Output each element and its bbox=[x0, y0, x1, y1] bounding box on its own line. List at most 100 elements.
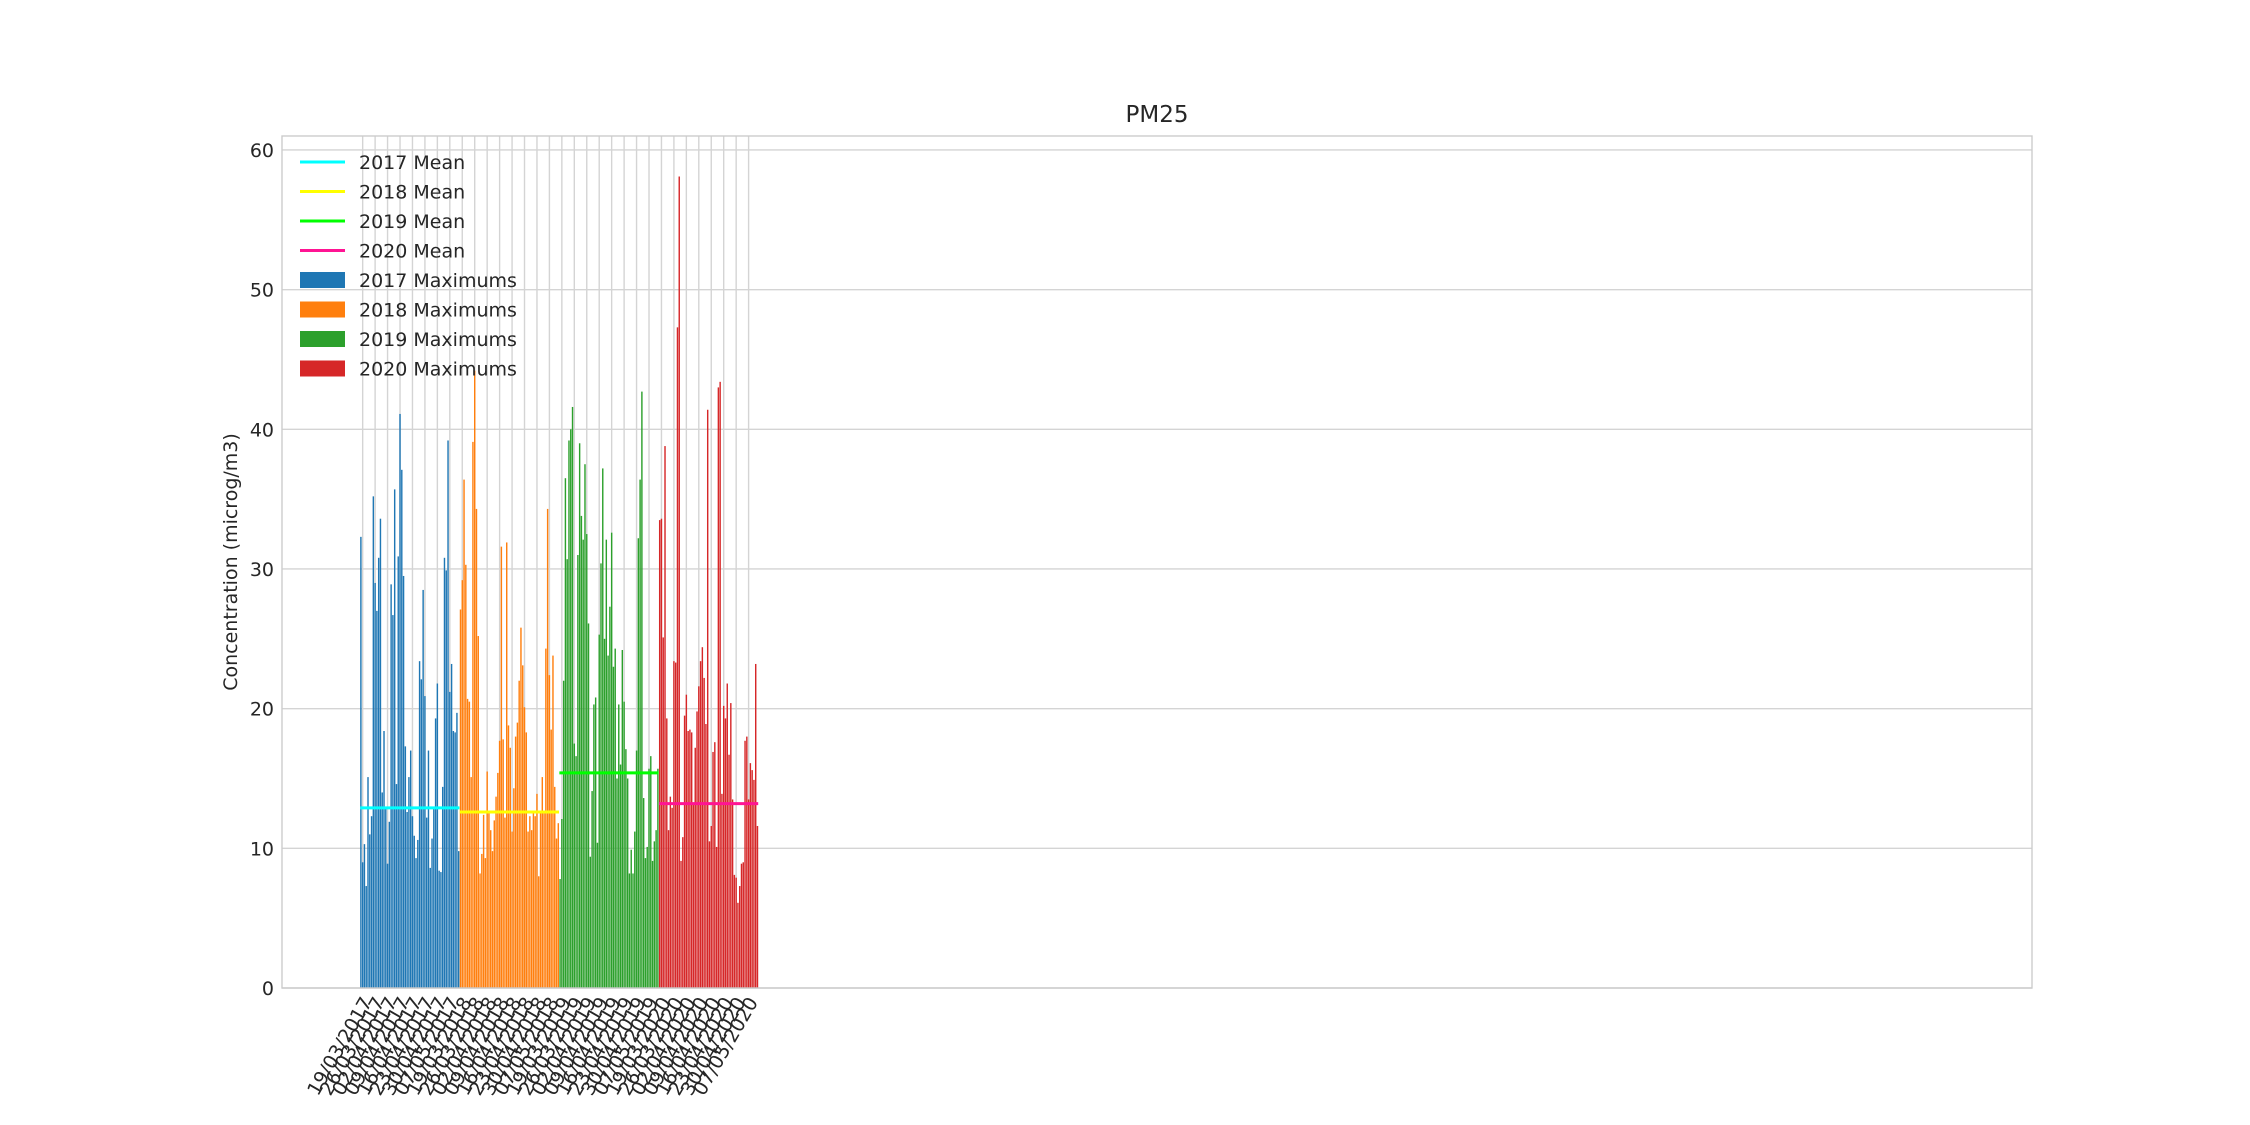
bar-2019-31 bbox=[614, 648, 616, 988]
bar-2020-20 bbox=[694, 747, 696, 988]
bar-2020-23 bbox=[699, 661, 702, 988]
bar-2017-49 bbox=[447, 440, 449, 989]
bar-2019-43 bbox=[635, 750, 638, 988]
bar-2017-3 bbox=[365, 886, 367, 988]
legend-bar-swatch bbox=[300, 331, 345, 347]
bar-2020-8 bbox=[673, 661, 675, 988]
bar-2017-0 bbox=[360, 536, 362, 988]
bar-2018-45 bbox=[539, 810, 542, 988]
bar-2020-24 bbox=[701, 647, 704, 988]
bar-2018-39 bbox=[529, 816, 531, 988]
bar-2017-24 bbox=[402, 575, 405, 988]
bar-2018-27 bbox=[507, 725, 510, 988]
bar-2018-18 bbox=[491, 851, 494, 988]
bar-2018-26 bbox=[506, 542, 508, 988]
bar-2017-29 bbox=[411, 816, 414, 988]
bar-2019-20 bbox=[594, 697, 597, 988]
bar-2018-40 bbox=[530, 830, 533, 988]
bar-2018-43 bbox=[536, 793, 538, 988]
bar-2019-19 bbox=[593, 704, 595, 988]
bar-2019-34 bbox=[619, 764, 622, 988]
bar-2017-53 bbox=[454, 732, 456, 988]
bar-2018-30 bbox=[513, 788, 515, 988]
bar-2017-43 bbox=[436, 683, 439, 988]
bar-2017-37 bbox=[425, 817, 428, 988]
bar-2018-11 bbox=[479, 873, 481, 988]
bar-2019-55 bbox=[657, 768, 659, 988]
bar-2017-39 bbox=[429, 867, 431, 988]
bar-2017-27 bbox=[408, 777, 410, 988]
bar-2018-12 bbox=[481, 853, 483, 988]
bar-2020-2 bbox=[662, 637, 664, 988]
y-tick-label: 50 bbox=[250, 280, 274, 302]
y-tick-label: 40 bbox=[250, 419, 274, 441]
bar-2019-13 bbox=[582, 539, 584, 988]
bar-2020-37 bbox=[724, 718, 727, 988]
bar-2018-49 bbox=[546, 508, 549, 988]
bar-2020-30 bbox=[712, 751, 714, 988]
bar-2020-21 bbox=[696, 711, 698, 988]
bar-2019-5 bbox=[568, 440, 570, 989]
bar-2020-44 bbox=[737, 902, 739, 988]
bar-2018-37 bbox=[525, 732, 528, 988]
bar-2017-25 bbox=[404, 746, 407, 988]
bar-2020-41 bbox=[731, 799, 734, 988]
bar-2019-15 bbox=[586, 534, 588, 988]
bar-2017-21 bbox=[397, 556, 399, 988]
bar-2018-2 bbox=[463, 479, 465, 988]
bar-2017-10 bbox=[377, 557, 380, 988]
bar-2020-9 bbox=[674, 662, 677, 988]
bar-2019-24 bbox=[602, 468, 604, 988]
bar-2019-23 bbox=[600, 563, 602, 988]
bar-2017-22 bbox=[399, 413, 401, 989]
bar-2020-1 bbox=[660, 518, 663, 988]
legend-mean-label: 2018 Mean bbox=[359, 182, 465, 204]
bar-2017-40 bbox=[431, 838, 433, 988]
bar-2019-22 bbox=[598, 634, 600, 988]
bar-2019-3 bbox=[564, 478, 567, 988]
bar-2017-12 bbox=[381, 792, 383, 988]
bar-2017-55 bbox=[457, 851, 460, 988]
bar-2018-16 bbox=[488, 813, 490, 988]
bar-2018-53 bbox=[554, 786, 556, 988]
bar-2020-50 bbox=[747, 799, 750, 988]
bar-2018-9 bbox=[475, 508, 478, 988]
bar-2020-12 bbox=[680, 860, 682, 988]
bar-2017-47 bbox=[443, 557, 446, 988]
bar-2017-44 bbox=[438, 870, 440, 988]
bar-2017-32 bbox=[417, 839, 419, 988]
bar-2017-6 bbox=[370, 816, 373, 988]
bar-2019-25 bbox=[603, 638, 606, 988]
bar-2020-18 bbox=[690, 732, 693, 988]
bar-2019-16 bbox=[587, 623, 590, 988]
bar-2019-35 bbox=[621, 649, 624, 988]
bar-2020-40 bbox=[730, 703, 732, 988]
legend-bar-swatch bbox=[300, 301, 345, 318]
bar-2020-35 bbox=[721, 793, 723, 988]
legend-bar-label: 2018 Maximums bbox=[359, 300, 517, 322]
bar-2018-32 bbox=[516, 722, 519, 988]
bar-2017-31 bbox=[415, 858, 417, 988]
bar-2019-28 bbox=[609, 606, 611, 988]
bar-2017-30 bbox=[413, 835, 415, 988]
bar-2020-29 bbox=[710, 825, 712, 988]
x-axis-ticks: 19/03/201726/03/201702/04/201709/04/2017… bbox=[303, 994, 763, 1100]
bar-2018-21 bbox=[497, 772, 499, 988]
bar-2019-6 bbox=[570, 429, 572, 988]
bar-2017-15 bbox=[386, 863, 389, 988]
bar-2020-6 bbox=[669, 796, 672, 988]
bar-2020-36 bbox=[722, 705, 725, 988]
bar-2020-16 bbox=[687, 731, 689, 988]
bar-2018-20 bbox=[495, 796, 497, 988]
bar-2019-54 bbox=[655, 830, 657, 988]
bar-2019-11 bbox=[578, 443, 581, 988]
bar-2018-48 bbox=[545, 648, 547, 988]
bar-2020-27 bbox=[706, 409, 709, 988]
bar-2018-47 bbox=[543, 813, 545, 988]
legend-bar-label: 2019 Maximums bbox=[359, 329, 517, 351]
bar-2017-20 bbox=[395, 784, 398, 988]
bar-2020-4 bbox=[666, 718, 668, 988]
bar-2020-33 bbox=[717, 387, 720, 988]
bar-2019-45 bbox=[639, 479, 641, 988]
